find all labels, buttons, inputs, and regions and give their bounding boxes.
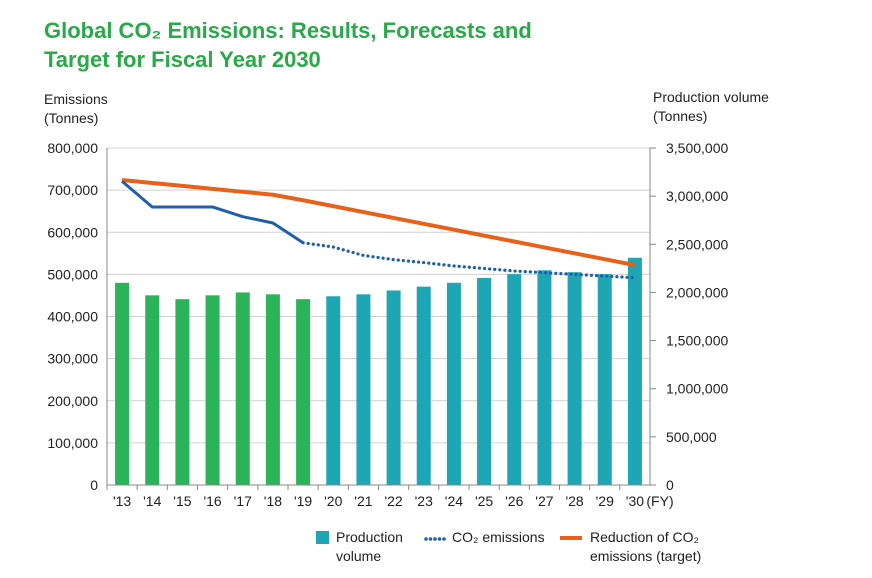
legend-label-emissions: CO₂ emissions — [452, 529, 545, 545]
bar-production — [205, 295, 220, 485]
y-left-axis-title-line1: Emissions — [44, 91, 108, 107]
y-left-tick-label: 400,000 — [47, 309, 98, 325]
x-tick-label: '30 — [626, 493, 644, 509]
bar-production — [265, 294, 280, 485]
chart-title-line2: Target for Fiscal Year 2030 — [44, 47, 321, 72]
bar-production — [537, 270, 552, 485]
bar-production — [145, 295, 160, 485]
legend-label-production-line2: volume — [336, 548, 382, 564]
y-right-tick-label: 1,500,000 — [666, 333, 728, 349]
x-tick-label: '13 — [113, 493, 131, 509]
y-right-tick-label: 0 — [666, 477, 674, 493]
legend-emissions-dot — [428, 537, 433, 541]
y-right-tick-label: 500,000 — [666, 429, 717, 445]
bar-production — [597, 274, 612, 485]
y-left-axis-title: Emissions (Tonnes) — [44, 90, 108, 128]
y-right-tick-label: 3,500,000 — [666, 140, 728, 156]
y-left-tick-label: 700,000 — [47, 182, 98, 198]
x-tick-label: '21 — [354, 493, 372, 509]
y-left-tick-label: 100,000 — [47, 435, 98, 451]
legend-swatch-target — [560, 536, 582, 540]
y-right-tick-label: 2,000,000 — [666, 284, 728, 300]
bar-production — [356, 294, 371, 485]
x-tick-label: '24 — [445, 493, 463, 509]
legend-item-emissions: CO₂ emissions — [424, 528, 545, 547]
y-right-axis-title-line1: Production volume — [653, 89, 769, 105]
legend-emissions-dot — [424, 537, 428, 541]
x-tick-label: '27 — [535, 493, 553, 509]
legend-item-target: Reduction of CO₂ emissions (target) — [560, 528, 701, 566]
y-right-tick-label: 2,500,000 — [666, 236, 728, 252]
x-tick-label: '19 — [294, 493, 312, 509]
x-tick-label: '18 — [264, 493, 282, 509]
y-right-tick-label: 3,000,000 — [666, 188, 728, 204]
legend-label-production-line1: Production — [336, 529, 403, 545]
y-left-tick-label: 0 — [90, 477, 98, 493]
x-tick-label: '16 — [203, 493, 221, 509]
y-left-tick-label: 500,000 — [47, 266, 98, 282]
x-tick-label: '25 — [475, 493, 493, 509]
x-tick-label: '26 — [505, 493, 523, 509]
emissions-line-forecast — [301, 241, 637, 280]
x-tick-label: '14 — [143, 493, 161, 509]
bar-production — [416, 286, 431, 485]
x-tick-label: '28 — [565, 493, 583, 509]
bar-production — [296, 299, 311, 485]
bar-production — [567, 272, 582, 485]
x-axis-unit: (FY) — [646, 493, 673, 509]
bar-production — [627, 257, 642, 485]
bar-production — [507, 274, 522, 485]
x-tick-label: '23 — [415, 493, 433, 509]
y-left-axis-title-line2: (Tonnes) — [44, 110, 99, 126]
legend-emissions-dot — [437, 537, 442, 541]
y-left-tick-label: 800,000 — [47, 140, 98, 156]
emissions-line-actual — [121, 180, 304, 245]
legend-swatch-emissions — [424, 537, 446, 541]
y-right-tick-label: 1,000,000 — [666, 381, 728, 397]
legend-emissions-dot — [433, 537, 437, 541]
x-tick-label: '20 — [324, 493, 342, 509]
target-line — [121, 178, 636, 268]
chart-title: Global CO₂ Emissions: Results, Forecasts… — [44, 16, 532, 74]
x-tick-label: '22 — [384, 493, 402, 509]
bar-production — [446, 282, 461, 485]
y-right-axis-title: Production volume (Tonnes) — [653, 88, 769, 126]
legend-label-target-line2: emissions (target) — [590, 548, 702, 564]
bar-production — [235, 292, 250, 485]
bar-production — [326, 296, 341, 485]
legend-swatch-production — [316, 531, 329, 544]
x-tick-label: '29 — [596, 493, 614, 509]
y-left-tick-label: 200,000 — [47, 393, 98, 409]
y-left-tick-label: 300,000 — [47, 351, 98, 367]
bar-production — [115, 282, 130, 485]
bar-production — [386, 290, 401, 485]
bar-production — [477, 277, 492, 485]
legend-emissions-dot — [442, 537, 446, 541]
chart-title-line1: Global CO₂ Emissions: Results, Forecasts… — [44, 18, 532, 43]
legend-item-production: Production volume — [316, 528, 403, 566]
bar-production — [175, 299, 190, 485]
x-tick-label: '15 — [173, 493, 191, 509]
y-right-axis-title-line2: (Tonnes) — [653, 108, 708, 124]
legend-label-target-line1: Reduction of CO₂ — [590, 529, 699, 545]
x-tick-label: '17 — [234, 493, 252, 509]
y-left-tick-label: 600,000 — [47, 224, 98, 240]
